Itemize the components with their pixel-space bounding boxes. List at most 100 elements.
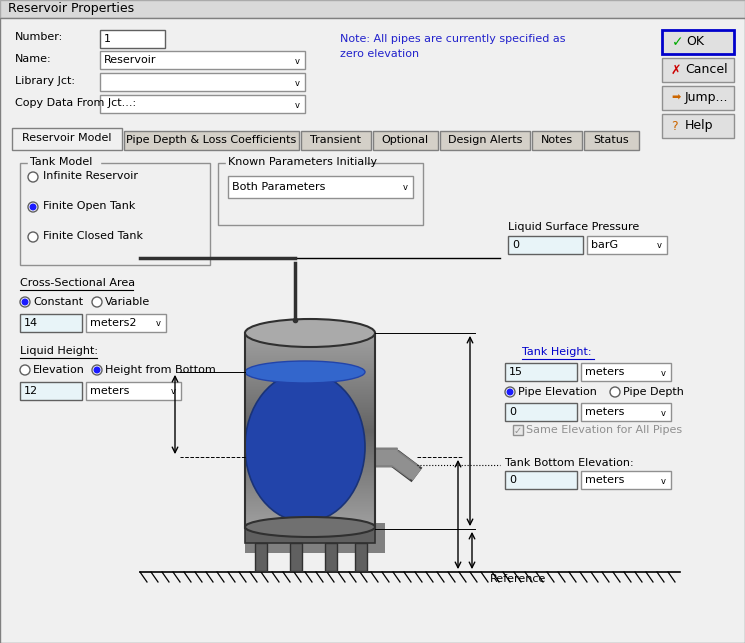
Text: Tank Model: Tank Model xyxy=(30,157,92,167)
Bar xyxy=(245,438,375,439)
Bar xyxy=(245,502,375,503)
Bar xyxy=(584,131,639,150)
Bar xyxy=(245,362,375,363)
Bar xyxy=(20,314,82,332)
Text: Status: Status xyxy=(593,135,629,145)
Bar xyxy=(245,433,375,434)
Text: v: v xyxy=(295,100,300,109)
Bar xyxy=(245,426,375,427)
Circle shape xyxy=(28,202,38,212)
Bar xyxy=(245,505,375,506)
Bar xyxy=(245,499,375,500)
Bar xyxy=(245,506,375,507)
Bar xyxy=(245,412,375,413)
Text: Tank Bottom Elevation:: Tank Bottom Elevation: xyxy=(505,458,634,468)
Text: Known Parameters Initially: Known Parameters Initially xyxy=(228,157,377,167)
Text: v: v xyxy=(657,242,662,251)
Circle shape xyxy=(22,299,28,305)
Circle shape xyxy=(610,387,620,397)
Bar xyxy=(245,467,375,468)
Bar xyxy=(245,462,375,463)
Bar xyxy=(245,444,375,445)
Bar xyxy=(245,476,375,477)
Bar xyxy=(245,409,375,410)
Text: Pipe Depth & Loss Coefficients: Pipe Depth & Loss Coefficients xyxy=(126,135,296,145)
Text: ✓: ✓ xyxy=(672,35,684,49)
Bar xyxy=(581,363,671,381)
Bar xyxy=(245,349,375,350)
Bar xyxy=(245,402,375,403)
Text: 0: 0 xyxy=(509,475,516,485)
Bar xyxy=(245,431,375,432)
Bar xyxy=(245,468,375,469)
Bar xyxy=(245,375,375,376)
Bar xyxy=(245,363,375,364)
Text: v: v xyxy=(156,320,161,329)
Bar xyxy=(245,515,375,516)
Bar xyxy=(245,455,375,456)
Text: Constant: Constant xyxy=(33,297,83,307)
Text: meters2: meters2 xyxy=(90,318,136,328)
Bar xyxy=(245,451,375,452)
Text: v: v xyxy=(661,408,666,417)
Bar xyxy=(505,403,577,421)
Bar xyxy=(245,335,375,336)
Bar xyxy=(245,348,375,349)
Bar xyxy=(245,489,375,490)
Bar xyxy=(581,471,671,489)
Bar xyxy=(245,450,375,451)
Bar xyxy=(245,384,375,385)
Bar xyxy=(245,488,375,489)
Bar xyxy=(245,333,375,334)
Bar xyxy=(245,449,375,450)
Bar xyxy=(245,452,375,453)
Bar xyxy=(228,176,413,198)
Bar xyxy=(100,73,305,91)
Bar xyxy=(245,367,375,368)
Bar xyxy=(245,368,375,369)
Bar xyxy=(245,441,375,442)
Bar xyxy=(325,543,337,571)
Ellipse shape xyxy=(245,517,375,537)
Bar xyxy=(245,405,375,406)
Bar xyxy=(245,436,375,437)
Bar xyxy=(245,394,375,395)
Bar xyxy=(245,435,375,436)
Text: Transient: Transient xyxy=(311,135,361,145)
Bar xyxy=(662,58,734,82)
Bar xyxy=(245,401,375,402)
Text: v: v xyxy=(403,183,408,192)
Bar xyxy=(245,425,375,426)
Bar xyxy=(505,471,577,489)
Ellipse shape xyxy=(245,372,365,522)
Bar xyxy=(245,417,375,418)
Bar xyxy=(255,543,267,571)
Bar xyxy=(245,524,375,525)
Bar xyxy=(245,390,375,391)
Bar xyxy=(245,380,375,381)
Bar xyxy=(245,416,375,417)
Bar xyxy=(28,159,100,169)
Bar xyxy=(245,487,375,488)
Bar xyxy=(245,457,375,458)
Bar xyxy=(245,400,375,401)
Bar xyxy=(373,131,438,150)
Bar xyxy=(245,461,375,462)
Text: Reservoir Model: Reservoir Model xyxy=(22,133,112,143)
Bar xyxy=(245,504,375,505)
Bar xyxy=(245,397,375,398)
Bar xyxy=(245,475,375,476)
Bar xyxy=(245,341,375,342)
Text: v: v xyxy=(661,368,666,377)
Bar xyxy=(245,479,375,480)
Bar xyxy=(245,396,375,397)
Bar xyxy=(245,472,375,473)
Text: meters: meters xyxy=(90,386,130,396)
Bar xyxy=(245,525,375,526)
Bar xyxy=(245,382,375,383)
Text: Finite Closed Tank: Finite Closed Tank xyxy=(43,231,143,241)
Bar xyxy=(245,359,375,360)
Bar xyxy=(245,453,375,454)
Bar xyxy=(245,411,375,412)
Bar xyxy=(245,398,375,399)
